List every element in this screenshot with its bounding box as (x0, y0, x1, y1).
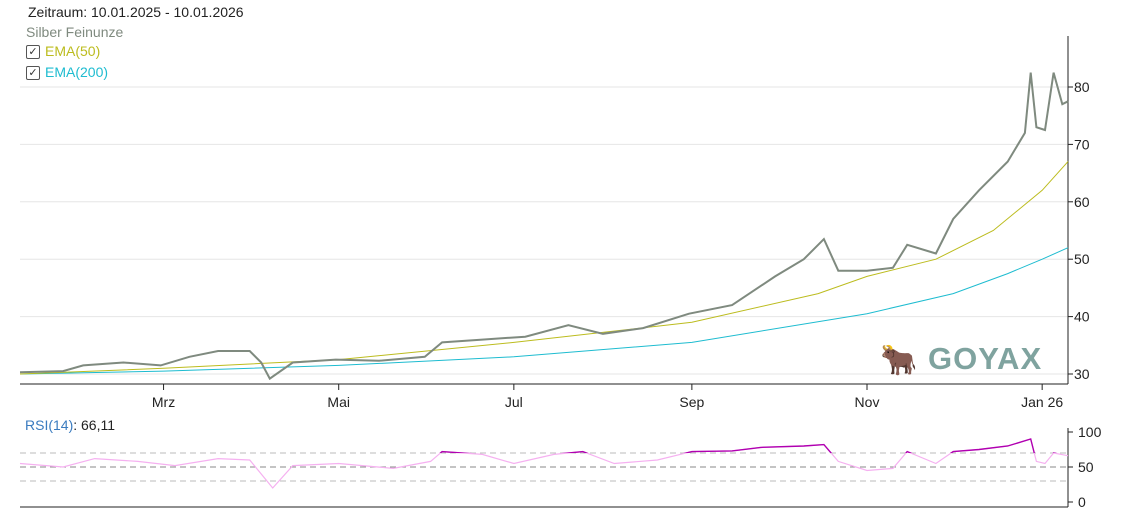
rsi-label: RSI(14): 66,11 (25, 417, 116, 433)
ema50-label[interactable]: EMA(50) (45, 43, 101, 59)
y-tick-label: 30 (1074, 366, 1090, 382)
series-silber-feinunze (19, 72, 1069, 381)
goyax-logo: 🐂 GOYAX (880, 341, 1043, 377)
rsi-overbought-line (439, 438, 1058, 453)
ema200-checkbox[interactable]: ✓ (26, 66, 40, 80)
x-tick-label: Sep (679, 394, 704, 410)
x-tick-label: Mrz (152, 394, 175, 410)
y-tick-label: 40 (1074, 309, 1090, 325)
series-ema-200- (19, 247, 1069, 375)
ema200-label[interactable]: EMA(200) (45, 64, 109, 80)
ema50-checkbox[interactable]: ✓ (26, 45, 40, 59)
rsi-tick-label: 0 (1078, 494, 1086, 510)
x-tick-label: Jul (505, 394, 523, 410)
x-tick-label: Mai (327, 394, 350, 410)
y-tick-label: 50 (1074, 251, 1090, 267)
y-tick-label: 70 (1074, 136, 1090, 152)
x-tick-label: Jan 26 (1021, 394, 1063, 410)
x-tick-label: Nov (855, 394, 880, 410)
series-ema-50- (19, 161, 1069, 375)
rsi-tick-label: 50 (1078, 459, 1094, 475)
y-tick-label: 60 (1074, 194, 1090, 210)
date-range: Zeitraum: 10.01.2025 - 10.01.2026 (28, 4, 244, 20)
bull-icon: 🐂 (880, 344, 919, 377)
y-tick-label: 80 (1074, 79, 1090, 95)
rsi-tick-label: 100 (1078, 424, 1102, 440)
instrument-name: Silber Feinunze (26, 24, 124, 40)
